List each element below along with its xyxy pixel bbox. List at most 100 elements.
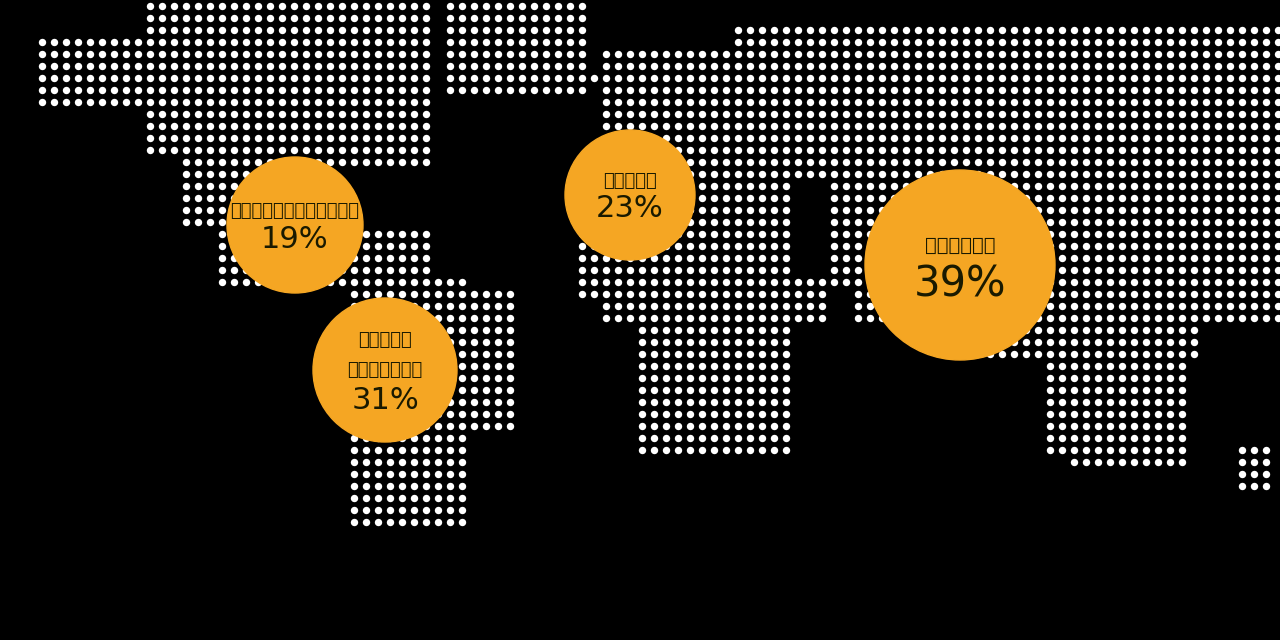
Point [668,241,689,251]
Point [1171,121,1192,131]
Point [1016,265,1037,275]
Point [883,37,904,47]
Point [392,145,412,155]
Point [800,37,820,47]
Point [968,313,988,323]
Point [344,133,365,143]
Point [943,217,964,227]
Point [284,181,305,191]
Point [572,229,593,239]
Point [595,301,616,311]
Point [883,289,904,299]
Point [680,133,700,143]
Point [680,397,700,407]
Point [1184,157,1204,167]
Point [800,169,820,179]
Point [164,97,184,107]
Point [284,193,305,203]
Point [751,133,772,143]
Point [248,85,269,95]
Point [416,49,436,59]
Point [1088,37,1108,47]
Text: เอเชีย: เอเชีย [924,236,996,255]
Point [920,277,941,287]
Point [403,505,424,515]
Point [512,37,532,47]
Point [260,181,280,191]
Point [200,97,220,107]
Point [584,241,604,251]
Point [284,133,305,143]
Point [512,49,532,59]
Point [452,61,472,71]
Point [764,97,785,107]
Point [1135,349,1156,359]
Point [668,229,689,239]
Point [908,301,928,311]
Point [56,73,77,83]
Point [691,121,712,131]
Point [740,253,760,263]
Point [224,229,244,239]
Point [644,217,664,227]
Point [751,397,772,407]
Point [728,229,749,239]
Point [943,277,964,287]
Point [452,277,472,287]
Point [992,133,1012,143]
Point [776,373,796,383]
Point [236,133,256,143]
Point [248,217,269,227]
Point [668,253,689,263]
Point [452,37,472,47]
Point [764,337,785,347]
Point [1064,397,1084,407]
Point [1088,145,1108,155]
Point [392,349,412,359]
Point [787,61,808,71]
Point [271,85,292,95]
Point [428,469,448,479]
Point [1184,277,1204,287]
Text: ลาติน: ลาติน [358,331,412,349]
Point [1064,205,1084,215]
Point [776,25,796,35]
Point [1184,265,1204,275]
Point [716,97,736,107]
Point [655,361,676,371]
Point [416,25,436,35]
Point [872,205,892,215]
Point [175,133,196,143]
Point [1124,145,1144,155]
Point [367,385,388,395]
Point [367,37,388,47]
Point [416,505,436,515]
Point [307,109,328,119]
Point [883,181,904,191]
Point [463,373,484,383]
Point [595,49,616,59]
Point [691,217,712,227]
Point [716,373,736,383]
Point [1148,457,1169,467]
Point [224,109,244,119]
Point [824,169,845,179]
Point [824,61,845,71]
Point [764,181,785,191]
Point [1244,145,1265,155]
Point [476,61,497,71]
Point [956,241,977,251]
Point [1075,409,1096,419]
Point [1016,49,1037,59]
Point [332,277,352,287]
Point [236,97,256,107]
Point [1064,109,1084,119]
Point [883,277,904,287]
Point [392,421,412,431]
Point [740,37,760,47]
Point [1100,145,1120,155]
Point [152,49,173,59]
Point [728,169,749,179]
Point [920,181,941,191]
Point [1064,385,1084,395]
